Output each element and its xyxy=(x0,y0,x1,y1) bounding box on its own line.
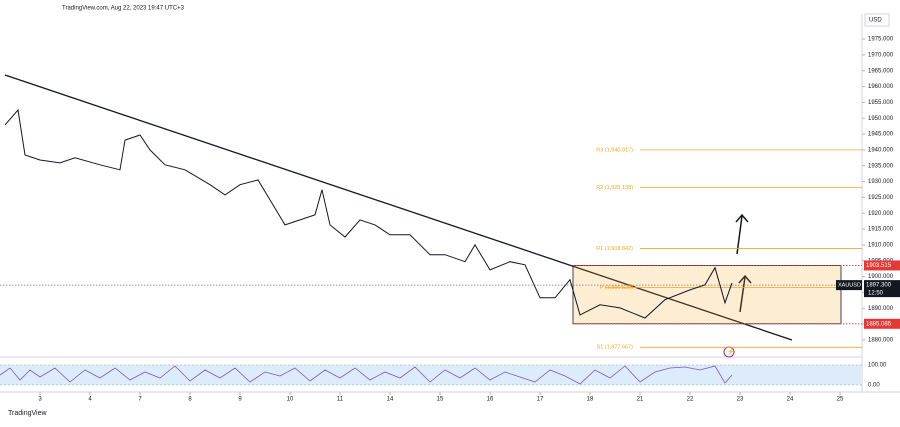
price-tag xyxy=(864,318,900,329)
pivot-label: R1 (1,908.842) xyxy=(596,246,633,252)
price-tag-label: 1903.515 xyxy=(866,263,892,269)
x-tick-label: 9 xyxy=(238,397,242,403)
x-tick-label: 21 xyxy=(637,397,644,403)
y-tick-label: 1960.000 xyxy=(868,84,894,90)
y-tick-label: 1920.000 xyxy=(868,211,894,217)
arrow-up xyxy=(735,213,749,255)
footer-brand: TradingView xyxy=(8,410,47,417)
currency-box xyxy=(864,13,890,27)
y-tick-label: 1945.000 xyxy=(868,132,894,138)
y-tick-label: 1910.000 xyxy=(868,242,894,248)
y-tick-label: 1915.000 xyxy=(868,227,894,233)
trendline xyxy=(4,74,793,341)
y-tick-label: 1935.000 xyxy=(868,163,894,169)
price-tag-label: 1885.085 xyxy=(866,321,892,327)
x-tick-label: 16 xyxy=(487,397,494,403)
y-tick-label: 1965.000 xyxy=(868,68,894,74)
y-tick-label: 1975.000 xyxy=(868,37,894,43)
y-tick-label: 1970.000 xyxy=(868,52,894,58)
y-tick-label: 1880.000 xyxy=(868,337,894,343)
x-tick-label: 3 xyxy=(38,397,42,403)
x-tick-label: 25 xyxy=(837,397,844,403)
x-tick-label: 11 xyxy=(337,397,344,403)
x-tick-label: 14 xyxy=(387,397,394,403)
arrow-up xyxy=(738,274,752,313)
pivot-label: R3 (1,940.017) xyxy=(596,147,633,153)
rsi-tick-label: 0.00 xyxy=(868,383,880,389)
x-tick-label: 18 xyxy=(587,397,594,403)
x-tick-label: 17 xyxy=(537,397,544,403)
x-tick-label: 24 xyxy=(787,397,794,403)
y-tick-label: 1940.000 xyxy=(868,147,894,153)
x-tick-label: 10 xyxy=(287,397,294,403)
event-icon-glyph: ⚡ xyxy=(727,348,734,356)
y-tick-label: 1955.000 xyxy=(868,100,894,106)
x-tick-label: 7 xyxy=(138,397,142,403)
x-tick-label: 22 xyxy=(687,397,694,403)
y-tick-label: 1925.000 xyxy=(868,195,894,201)
price-tag-label: 1897.300 xyxy=(866,283,892,289)
pivot-label: R2 (1,928.138) xyxy=(596,185,633,191)
symbol-tag xyxy=(836,280,862,291)
symbol-label: XAUUSD xyxy=(838,283,861,289)
y-tick-label: 1890.000 xyxy=(868,306,894,312)
rsi-line xyxy=(0,365,733,385)
x-tick-label: 4 xyxy=(88,397,92,403)
y-tick-label: 1950.000 xyxy=(868,116,894,122)
rsi-band xyxy=(0,365,862,385)
rsi-tick-label: 100.00 xyxy=(868,363,887,369)
pivot-label: P (1,896.536) xyxy=(600,285,633,291)
range-box xyxy=(572,265,842,325)
header: TradingView.com, Aug 22, 2023 19:47 UTC+… xyxy=(62,6,185,12)
y-tick-label: 1900.000 xyxy=(868,274,894,280)
price-line xyxy=(4,108,733,319)
price-tag xyxy=(864,260,900,271)
pivot-label: S1 (1,877.667) xyxy=(597,345,634,351)
countdown: 12:50 xyxy=(868,291,884,297)
price-tag xyxy=(864,280,900,298)
y-tick-label: 1930.000 xyxy=(868,179,894,185)
currency: USD xyxy=(869,18,882,24)
x-tick-label: 15 xyxy=(437,397,444,403)
x-tick-label: 8 xyxy=(188,397,192,403)
x-tick-label: 23 xyxy=(737,397,744,403)
